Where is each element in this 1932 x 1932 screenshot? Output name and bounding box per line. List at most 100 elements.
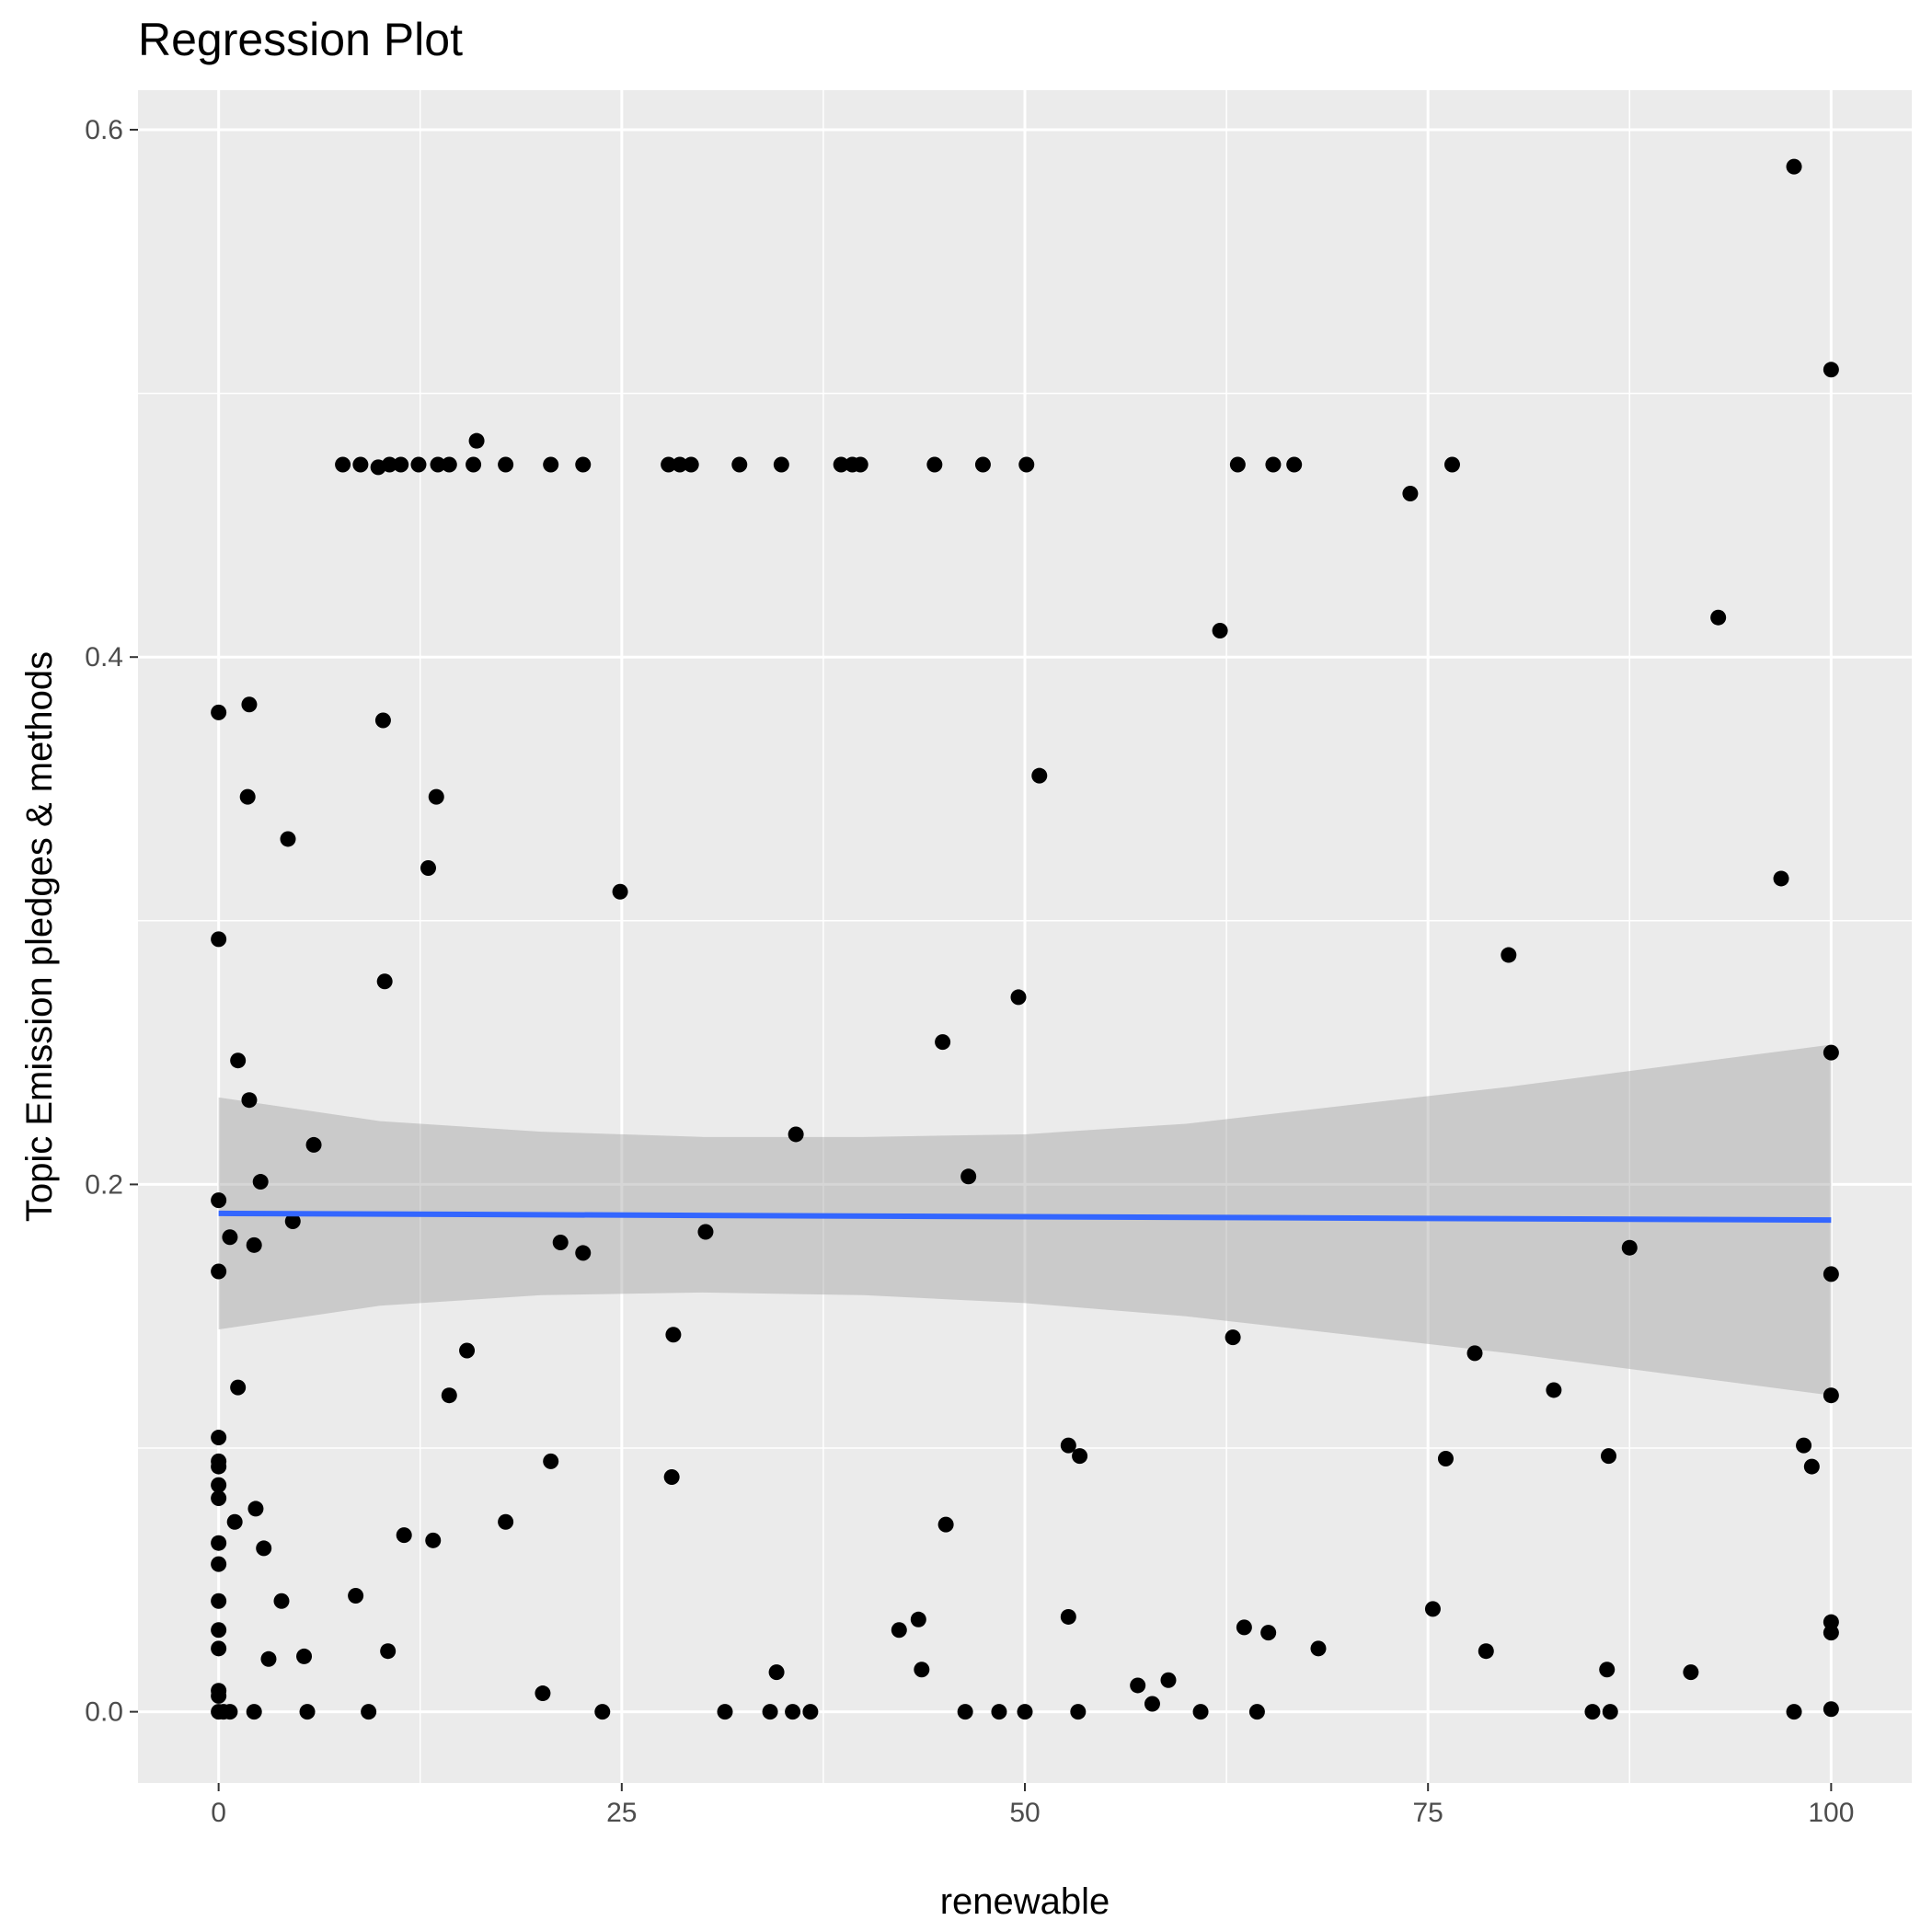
data-point <box>785 1704 801 1720</box>
data-point <box>1546 1382 1562 1398</box>
data-point <box>672 456 688 473</box>
data-point <box>246 1236 262 1253</box>
data-point <box>1796 1437 1812 1454</box>
data-point <box>1310 1640 1327 1657</box>
data-point <box>914 1662 930 1678</box>
data-point <box>1786 1704 1802 1720</box>
data-point <box>211 931 227 948</box>
data-point <box>852 456 868 473</box>
data-point <box>1070 1704 1087 1720</box>
data-point <box>425 1532 442 1548</box>
data-point <box>247 1501 264 1517</box>
data-point <box>1823 1044 1839 1061</box>
data-point <box>211 1622 227 1639</box>
data-point <box>910 1611 926 1627</box>
y-tick-label: 0.4 <box>85 642 123 673</box>
data-point <box>498 456 514 473</box>
x-axis: 0 25 50 75 100 <box>211 1783 1854 1828</box>
y-axis-title: Topic Emission pledges & methods <box>19 651 60 1222</box>
x-axis-title: renewable <box>940 1881 1110 1922</box>
data-point <box>552 1234 569 1250</box>
data-point <box>1130 1677 1146 1694</box>
data-point <box>773 456 789 473</box>
data-point <box>280 831 296 847</box>
data-point <box>1823 1266 1839 1282</box>
data-point <box>717 1704 733 1720</box>
data-points <box>211 158 1839 1720</box>
data-point <box>788 1126 804 1143</box>
data-point <box>211 1640 227 1657</box>
x-tick-label: 25 <box>606 1798 637 1828</box>
data-point <box>697 1224 714 1240</box>
data-point <box>239 788 256 805</box>
data-point <box>1437 1450 1454 1466</box>
data-point <box>211 1593 227 1609</box>
data-point <box>211 1477 227 1493</box>
data-point <box>1501 947 1517 963</box>
data-point <box>1144 1696 1160 1712</box>
data-point <box>1212 623 1228 639</box>
data-point <box>1192 1704 1209 1720</box>
data-point <box>335 456 351 473</box>
chart-title: Regression Plot <box>138 14 463 65</box>
data-point <box>731 456 748 473</box>
data-point <box>441 456 457 473</box>
data-point <box>459 1342 476 1359</box>
data-point <box>1584 1704 1601 1720</box>
data-point <box>348 1588 364 1604</box>
data-point <box>260 1650 277 1667</box>
data-point <box>1786 158 1802 175</box>
data-point <box>376 973 393 990</box>
x-tick-label: 50 <box>1009 1798 1040 1828</box>
data-point <box>1599 1662 1616 1678</box>
data-point <box>211 1458 227 1475</box>
data-point <box>935 1034 951 1051</box>
data-point <box>1478 1643 1494 1660</box>
data-point <box>1260 1625 1277 1641</box>
y-tick-label: 0.2 <box>85 1169 123 1200</box>
data-point <box>1600 1448 1616 1465</box>
data-point <box>1823 1625 1839 1641</box>
data-point <box>1803 1458 1820 1475</box>
data-point <box>222 1229 238 1246</box>
data-point <box>352 456 369 473</box>
data-point <box>305 1136 322 1153</box>
data-point <box>1225 1329 1241 1346</box>
data-point <box>1773 870 1789 887</box>
data-point <box>284 1213 301 1230</box>
data-point <box>575 1245 592 1261</box>
data-point <box>1621 1239 1638 1256</box>
data-point <box>1823 362 1839 378</box>
data-point <box>498 1513 514 1530</box>
data-point <box>211 1535 227 1551</box>
data-point <box>241 1092 258 1109</box>
data-point <box>1286 456 1303 473</box>
data-point <box>211 1263 227 1280</box>
y-tick-label: 0.6 <box>85 115 123 145</box>
data-point <box>575 456 592 473</box>
data-point <box>1060 1437 1076 1454</box>
data-point <box>957 1704 973 1720</box>
data-point <box>374 712 391 729</box>
y-tick-label: 0.0 <box>85 1697 123 1728</box>
regression-line <box>218 1210 1832 1224</box>
data-point <box>468 432 485 449</box>
data-point <box>926 456 943 473</box>
data-point <box>241 696 258 713</box>
data-point <box>230 1379 247 1396</box>
x-tick-label: 100 <box>1808 1798 1854 1828</box>
data-point <box>1010 989 1027 1006</box>
data-point <box>1060 1608 1076 1625</box>
data-point <box>683 456 699 473</box>
data-point <box>381 456 397 473</box>
x-tick-label: 75 <box>1412 1798 1443 1828</box>
data-point <box>246 1704 262 1720</box>
data-point <box>802 1704 819 1720</box>
data-point <box>768 1664 785 1681</box>
data-point <box>1265 456 1282 473</box>
data-point <box>960 1168 977 1185</box>
y-axis: 0.0 0.2 0.4 0.6 <box>85 115 138 1728</box>
data-point <box>252 1174 269 1190</box>
data-point <box>663 1469 680 1486</box>
